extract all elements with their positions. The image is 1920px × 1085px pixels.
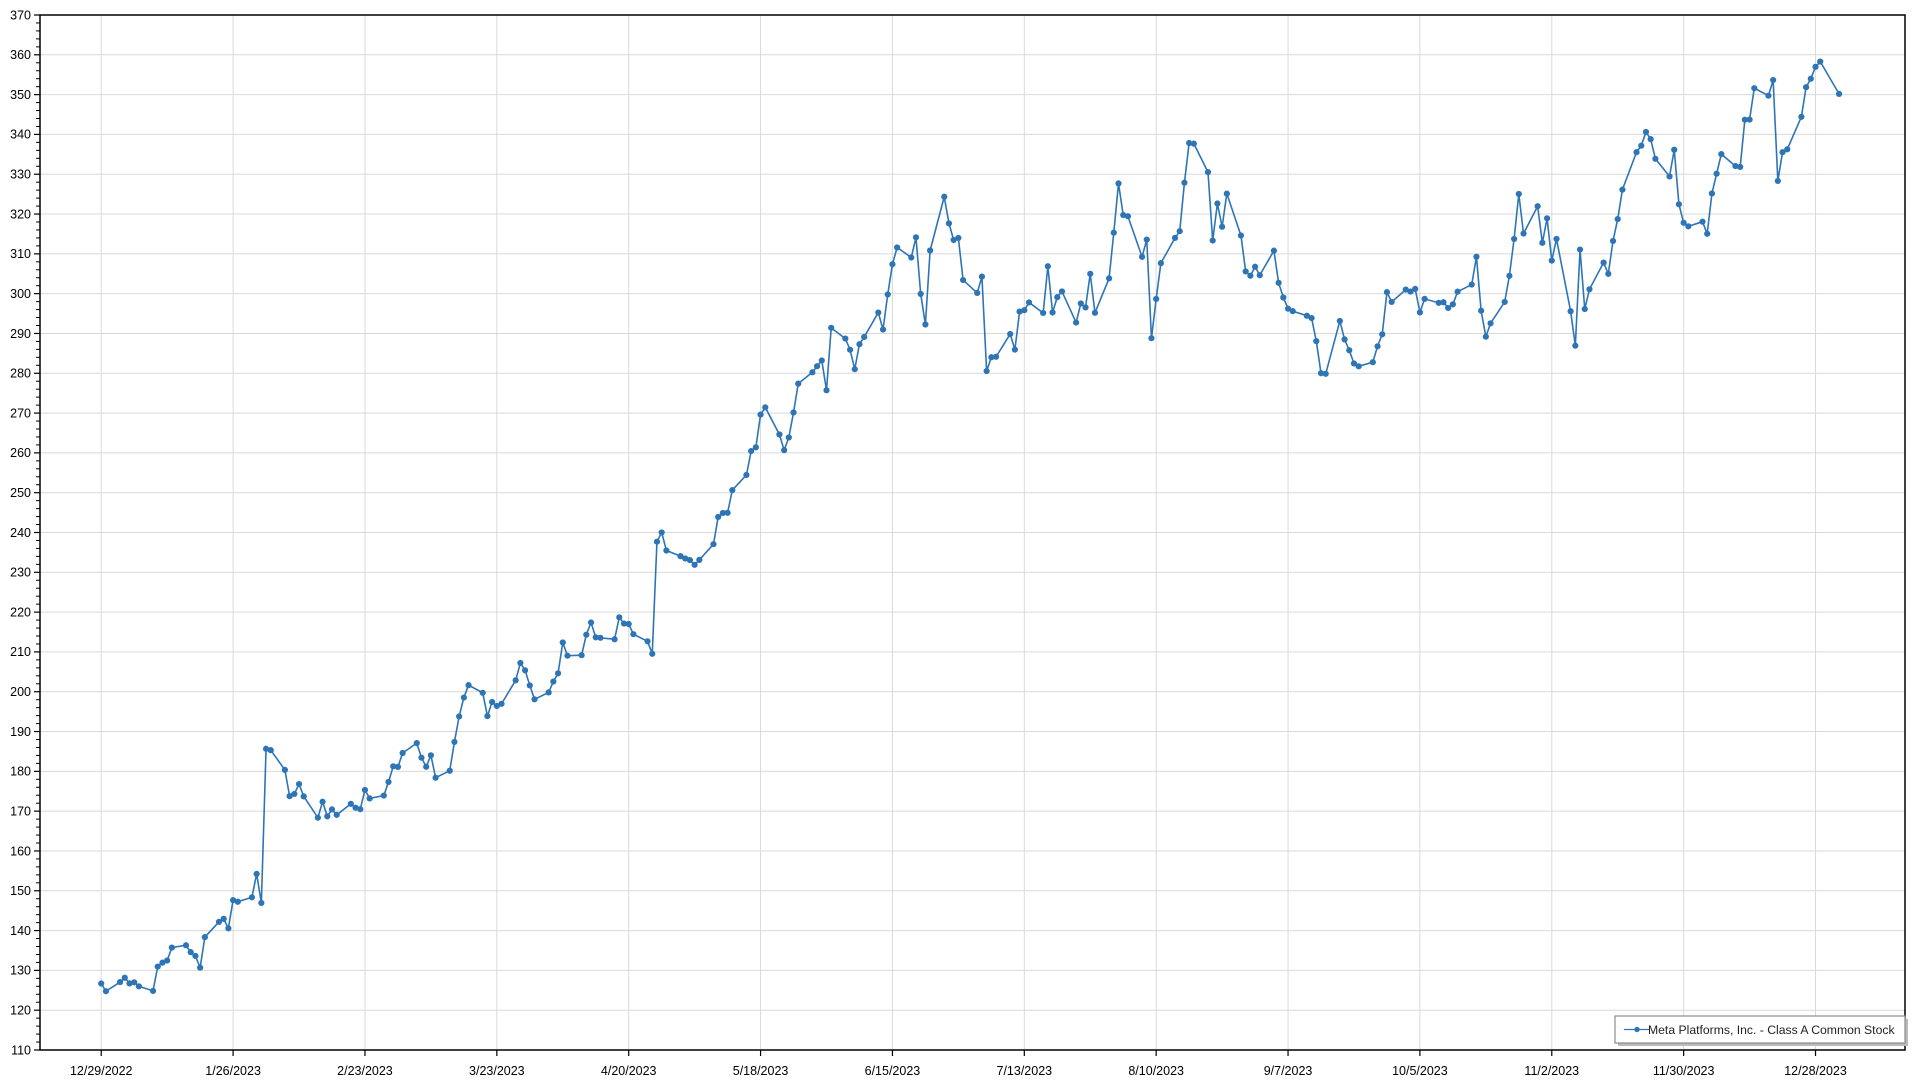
svg-text:120: 120	[10, 1003, 31, 1017]
svg-text:270: 270	[10, 406, 31, 420]
svg-text:210: 210	[10, 645, 31, 659]
svg-text:8/10/2023: 8/10/2023	[1128, 1064, 1184, 1078]
svg-text:150: 150	[10, 884, 31, 898]
svg-text:110: 110	[11, 1043, 31, 1057]
svg-text:12/29/2022: 12/29/2022	[70, 1064, 133, 1078]
svg-text:6/15/2023: 6/15/2023	[865, 1064, 921, 1078]
svg-text:290: 290	[10, 327, 31, 341]
svg-text:230: 230	[10, 566, 31, 580]
svg-text:1/26/2023: 1/26/2023	[205, 1064, 261, 1078]
svg-text:190: 190	[10, 725, 31, 739]
svg-text:160: 160	[10, 844, 31, 858]
svg-text:11/2/2023: 11/2/2023	[1524, 1064, 1579, 1078]
svg-text:180: 180	[10, 765, 31, 779]
svg-text:330: 330	[10, 168, 31, 182]
svg-text:4/20/2023: 4/20/2023	[601, 1064, 657, 1078]
svg-text:9/7/2023: 9/7/2023	[1264, 1064, 1313, 1078]
svg-text:340: 340	[10, 128, 31, 142]
svg-text:360: 360	[10, 48, 31, 62]
svg-text:130: 130	[10, 964, 31, 978]
svg-text:140: 140	[10, 924, 31, 938]
svg-text:260: 260	[10, 446, 31, 460]
svg-text:350: 350	[10, 88, 31, 102]
svg-text:11/30/2023: 11/30/2023	[1653, 1064, 1715, 1078]
svg-text:2/23/2023: 2/23/2023	[337, 1064, 393, 1078]
svg-text:300: 300	[10, 287, 31, 301]
svg-text:370: 370	[10, 8, 31, 22]
svg-text:12/28/2023: 12/28/2023	[1784, 1064, 1847, 1078]
svg-text:Meta Platforms, Inc. - Class A: Meta Platforms, Inc. - Class A Common St…	[1648, 1023, 1895, 1037]
svg-text:250: 250	[10, 486, 31, 500]
svg-text:7/13/2023: 7/13/2023	[997, 1064, 1053, 1078]
svg-text:310: 310	[10, 247, 31, 261]
svg-text:5/18/2023: 5/18/2023	[733, 1064, 789, 1078]
svg-text:200: 200	[10, 685, 31, 699]
svg-text:240: 240	[10, 526, 31, 540]
svg-text:10/5/2023: 10/5/2023	[1392, 1064, 1448, 1078]
svg-text:3/23/2023: 3/23/2023	[469, 1064, 525, 1078]
svg-text:170: 170	[10, 804, 31, 818]
svg-text:280: 280	[10, 367, 31, 381]
svg-text:320: 320	[10, 207, 31, 221]
svg-text:220: 220	[10, 605, 31, 619]
